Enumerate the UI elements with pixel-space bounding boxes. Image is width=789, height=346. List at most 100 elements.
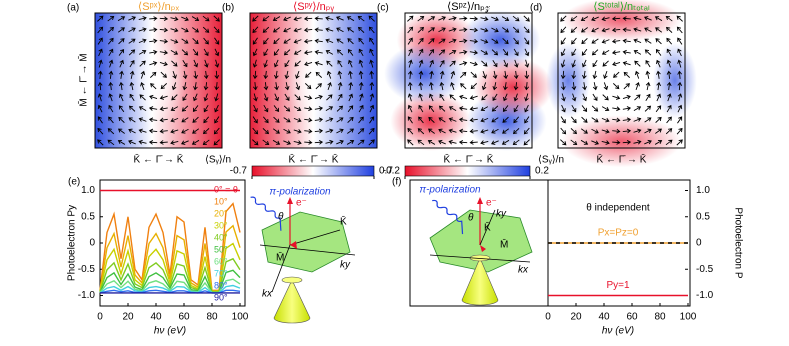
y-tick-label: 0.5 — [696, 211, 710, 222]
spin-arrow — [601, 27, 610, 33]
y-tick-label: 1.0 — [696, 185, 710, 196]
spin-arrow — [438, 27, 446, 33]
spin-arrow — [325, 16, 334, 21]
kx-axis — [271, 244, 291, 293]
spin-arrow — [171, 60, 178, 67]
spin-arrow — [418, 81, 424, 91]
map-lobe — [460, 10, 541, 70]
spin-arrow — [469, 27, 479, 33]
spin-arrow — [611, 16, 621, 22]
spin-arrow — [601, 140, 610, 145]
spin-arrow — [480, 117, 489, 123]
x-tick-label: 100 — [680, 312, 697, 323]
map-frame — [404, 12, 533, 149]
legend-entry: 40° — [214, 232, 228, 242]
spin-arrow — [272, 128, 280, 134]
colorbar-label: ⟨Sᵧ⟩/n — [205, 155, 231, 166]
spin-arrow — [656, 59, 661, 68]
spin-arrow — [571, 37, 577, 45]
spin-arrow — [469, 140, 478, 145]
spin-arrow — [513, 116, 520, 124]
panel-label: (a) — [67, 3, 79, 14]
panel-label: (b) — [222, 3, 234, 14]
spin-arrow — [480, 140, 489, 145]
spin-arrow — [213, 15, 220, 22]
spin-arrow — [491, 27, 499, 33]
spin-arrow — [427, 27, 435, 33]
spin-arrow — [438, 139, 446, 145]
spin-arrow — [666, 37, 673, 45]
spin-arrow — [263, 93, 269, 102]
spin-arrow — [654, 16, 663, 22]
spin-arrow — [591, 128, 599, 134]
spin-arrow — [655, 48, 662, 56]
spin-arrow — [128, 105, 136, 112]
spin-arrow — [368, 127, 375, 135]
spin-arrow — [107, 128, 115, 135]
spin-arrow — [407, 26, 414, 34]
spin-arrow — [459, 49, 468, 55]
spin-arrow — [512, 15, 520, 22]
spin-arrow — [283, 117, 291, 123]
spin-arrow — [214, 70, 220, 80]
spin-arrow — [108, 81, 114, 91]
spin-arrow — [502, 27, 510, 33]
spin-arrow — [283, 128, 291, 134]
map-lobe — [652, 42, 697, 119]
spin-arrow — [459, 16, 468, 21]
spin-arrow — [314, 117, 324, 123]
map-lobe — [384, 43, 465, 104]
spin-arrow — [448, 128, 457, 134]
spin-arrow — [417, 15, 425, 22]
spin-arrow — [601, 16, 610, 22]
spin-arrow — [571, 48, 577, 57]
spin-arrow — [571, 59, 576, 68]
spin-arrow — [263, 59, 268, 68]
spin-arrow — [138, 139, 147, 145]
spin-arrow — [149, 71, 157, 78]
spin-arrow — [263, 48, 269, 57]
spin-arrow — [283, 27, 291, 33]
spin-arrow — [284, 60, 290, 68]
spin-arrow — [407, 93, 413, 102]
spin-arrow — [523, 127, 530, 135]
spin-arrow — [634, 94, 641, 101]
spin-arrow — [294, 60, 301, 67]
spin-arrow — [582, 93, 587, 102]
x-tick-label: 0 — [97, 312, 103, 323]
legend-entry: 80° — [214, 280, 228, 290]
spin-arrow — [252, 26, 259, 34]
spin-arrow — [263, 82, 269, 91]
k-bar-label: K̄ — [484, 221, 491, 234]
spin-arrow — [148, 128, 158, 134]
spin-arrow — [611, 27, 621, 33]
spin-arrow — [655, 105, 662, 113]
spin-arrow — [560, 15, 567, 22]
spin-arrow — [283, 38, 291, 44]
x-tick-label: 80 — [654, 312, 666, 323]
spin-arrow — [326, 60, 333, 67]
spin-arrow — [655, 116, 662, 123]
x-axis-label: K̄ ← Γ̄ → K̄ — [289, 153, 339, 166]
spin-arrow — [449, 94, 456, 101]
legend-entry: 70° — [214, 268, 228, 278]
spin-arrow — [655, 128, 663, 134]
spin-arrow — [623, 71, 631, 78]
spin-arrow — [284, 70, 290, 80]
colorbar — [251, 165, 375, 177]
angle-label: θ — [468, 213, 474, 224]
spin-arrow — [181, 128, 189, 134]
spin-arrow — [336, 49, 344, 56]
spin-arrow — [283, 140, 292, 145]
spin-arrow — [644, 117, 652, 123]
spin-arrow — [469, 95, 478, 100]
spin-arrow — [369, 93, 375, 102]
spin-arrow — [117, 128, 125, 134]
spin-arrow — [325, 49, 334, 55]
spin-arrow — [160, 71, 167, 78]
spin-arrow — [581, 48, 588, 56]
map-panel — [384, 10, 553, 151]
spin-arrow — [570, 15, 578, 22]
spin-arrow — [602, 94, 609, 101]
spin-arrow — [118, 105, 125, 113]
